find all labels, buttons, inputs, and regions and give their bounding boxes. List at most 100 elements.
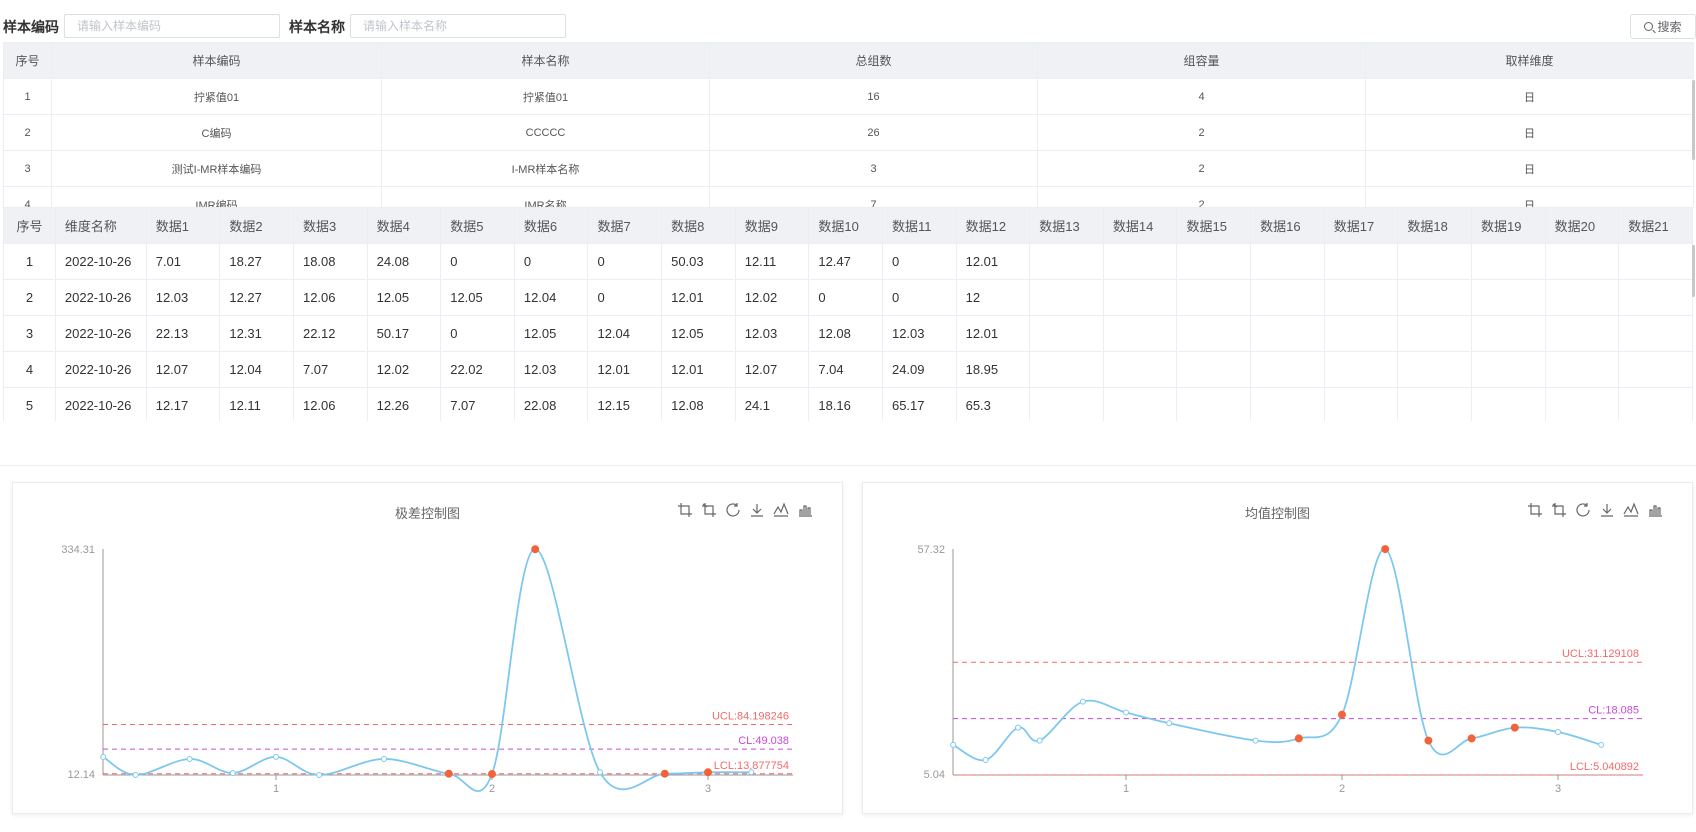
table-cell: 12.26 [366,387,442,421]
data-col-header[interactable]: 数据5 [440,207,515,244]
data-col-header[interactable]: 数据14 [1102,207,1178,244]
table-cell: 3 [709,150,1038,187]
data-point [1555,728,1561,735]
table-cell [1176,315,1252,352]
table-cell [1176,387,1252,421]
line-chart-icon[interactable] [773,502,789,518]
table-cell [1618,243,1693,280]
data-col-header[interactable]: 数据12 [955,207,1031,244]
table-cell: 7.07 [292,351,368,388]
data-col-header[interactable]: 数据6 [513,207,589,244]
table-row[interactable]: 2 2022-10-26 12.03 12.27 12.06 12.05 12.05 12.0… [3,279,1693,316]
lcl-label: LCL:5.040892 [1570,761,1639,773]
data-col-header[interactable]: 数据2 [219,207,294,244]
data-col-header[interactable]: 维度名称 [54,207,147,244]
table-cell: 18.16 [808,387,883,421]
download-icon[interactable] [1599,502,1615,518]
table-cell: 12.15 [587,387,663,421]
data-col-header[interactable]: 数据11 [881,207,957,244]
range-chart-plot: 334.31 12.14 1 2 3 UCL:84.198246 CL:49.038 LCL:… [61,544,793,795]
sample-name-input[interactable] [350,14,566,38]
download-icon[interactable] [749,502,765,518]
table-row[interactable]: 3 2022-10-26 22.13 12.31 22.12 50.17 0 12.05 12.… [3,315,1693,352]
table-row[interactable]: 5 2022-10-26 12.17 12.11 12.06 12.26 7.07 22.08… [3,387,1693,421]
table-cell: 日 [1365,186,1694,207]
table-row[interactable]: 1 拧紧值01 拧紧值01 16 4 日 [3,78,1694,115]
bar-chart-icon[interactable] [797,502,813,518]
crop-icon[interactable] [677,502,693,518]
table-cell [1397,279,1472,316]
table-cell [1544,387,1620,421]
table-cell: 日 [1365,114,1694,151]
table-row[interactable]: 1 2022-10-26 7.01 18.27 18.08 24.08 0 0 0 50.03 12… [3,243,1693,280]
data-col-header[interactable]: 数据4 [366,207,442,244]
alarm-point [1467,734,1476,743]
table-cell: 16 [709,78,1038,115]
data-col-header[interactable]: 数据13 [1029,207,1104,244]
table-cell [1102,279,1178,316]
table-cell: IMR编码 [51,186,382,207]
table-cell: 1 [3,243,56,280]
table-cell: 50.17 [366,315,442,352]
data-col-header[interactable]: 数据20 [1544,207,1620,244]
mean-chart-toolbox [1527,502,1663,518]
sample-table-scrollbar[interactable] [1692,80,1695,160]
table-cell: 12.03 [734,315,810,352]
series-line [952,548,1602,762]
data-col-header[interactable]: 数据16 [1250,207,1325,244]
table-cell [1323,387,1399,421]
table-cell: 12.03 [881,315,957,352]
table-cell: 50.03 [661,243,736,280]
table-cell: 12.01 [955,243,1031,280]
sample-table-container: 序号 样本编码 样本名称 总组数 组容量 取样维度 1 拧紧值01 拧紧值01 16 4 日 2 C编码… [0,42,1696,207]
data-col-header[interactable]: 数据10 [808,207,883,244]
table-cell [1544,351,1620,388]
refresh-icon[interactable] [1575,502,1591,518]
line-chart-icon[interactable] [1623,502,1639,518]
data-col-header[interactable]: 数据8 [661,207,736,244]
data-col-header[interactable]: 数据3 [292,207,368,244]
table-cell: 18.27 [219,243,294,280]
filter-bar: 样本编码 样本名称 搜索 [0,0,1696,42]
table-cell: CCCCC [381,114,710,151]
sample-col-header[interactable]: 样本编码 [51,42,382,79]
data-point [229,769,236,776]
table-row[interactable]: 2 C编码 CCCCC 26 2 日 [3,114,1694,151]
table-row[interactable]: 3 测试I-MR样本编码 I-MR样本名称 3 2 日 [3,150,1694,187]
bar-chart-icon[interactable] [1647,502,1663,518]
sample-col-header[interactable]: 组容量 [1037,42,1366,79]
alarm-point [704,768,712,777]
table-row[interactable]: 4 IMR编码 IMR名称 7 2 日 [3,186,1694,207]
crop-reset-icon[interactable] [1551,502,1567,518]
table-cell: 2022-10-26 [54,243,147,280]
data-col-header[interactable]: 数据19 [1470,207,1546,244]
crop-reset-icon[interactable] [701,502,717,518]
data-point [100,753,107,760]
sample-name-label: 样本名称 [289,19,345,35]
table-cell: 12.01 [955,315,1031,352]
data-point [1036,737,1043,744]
search-button[interactable]: 搜索 [1630,14,1696,39]
data-col-header[interactable]: 数据9 [734,207,810,244]
sample-col-header[interactable]: 总组数 [709,42,1038,79]
data-table-scrollbar[interactable] [1692,245,1695,297]
data-col-header[interactable]: 数据17 [1323,207,1399,244]
table-row[interactable]: 4 2022-10-26 12.07 12.04 7.07 12.02 22.02 12.03… [3,351,1693,388]
table-cell [1176,351,1252,388]
table-cell [1470,351,1546,388]
data-col-header[interactable]: 序号 [3,207,56,244]
sample-code-input[interactable] [64,14,280,38]
data-col-header[interactable]: 数据15 [1176,207,1252,244]
table-cell: 2022-10-26 [54,315,147,352]
alarm-point [1294,734,1303,743]
alarm-point [660,769,669,778]
crop-icon[interactable] [1527,502,1543,518]
data-col-header[interactable]: 数据1 [145,207,221,244]
data-col-header[interactable]: 数据21 [1618,207,1693,244]
data-col-header[interactable]: 数据7 [587,207,663,244]
sample-col-header[interactable]: 取样维度 [1365,42,1694,79]
refresh-icon[interactable] [725,502,741,518]
sample-col-header[interactable]: 样本名称 [381,42,710,79]
data-col-header[interactable]: 数据18 [1397,207,1472,244]
sample-col-header[interactable]: 序号 [3,42,52,79]
